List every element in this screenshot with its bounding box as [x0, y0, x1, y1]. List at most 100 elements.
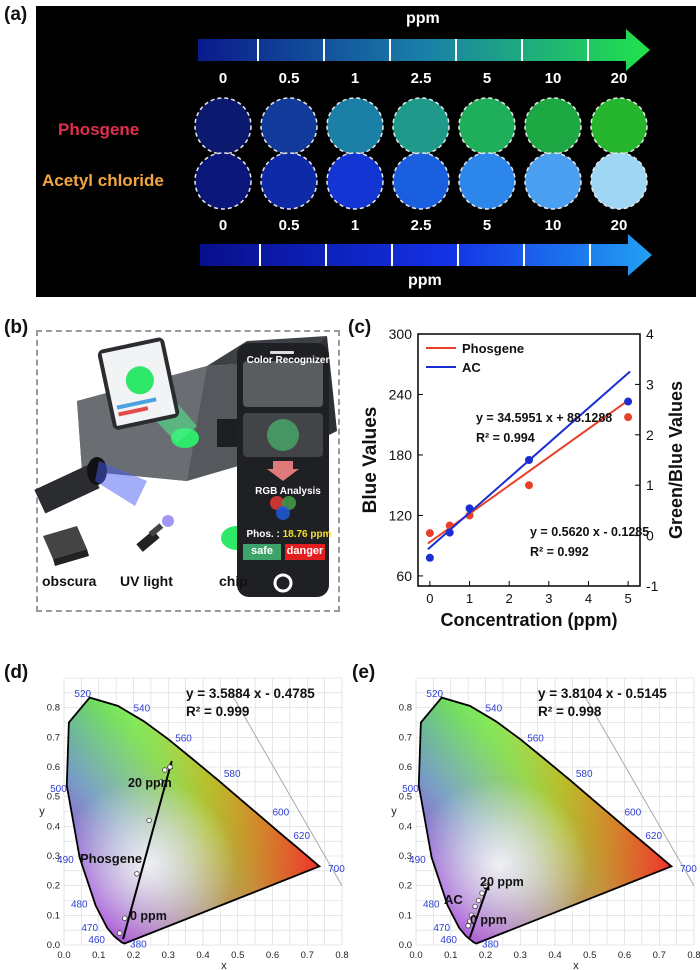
- concentration-label-top: 0.5: [278, 70, 300, 87]
- unit-label-bottom: ppm: [408, 272, 442, 289]
- y-right-tick-label: 0: [646, 528, 654, 544]
- y-tick-label: 0.5: [47, 792, 60, 803]
- sensor-spot-acetyl-chloride: [392, 152, 450, 210]
- y-left-tick-label: 180: [389, 447, 413, 463]
- fit-r2: R² = 0.998: [538, 704, 602, 719]
- fit-equation: y = 3.5884 x - 0.4785: [186, 686, 315, 701]
- phone-on-device: [97, 337, 180, 430]
- wavelength-label: 460: [440, 935, 457, 946]
- x-tick-label: 0: [426, 591, 433, 606]
- safe-button[interactable]: safe: [250, 545, 274, 557]
- wavelength-label: 580: [224, 769, 241, 780]
- chromaticity-point: [146, 817, 152, 824]
- panel-label-c: (c): [348, 317, 372, 338]
- cie-chart-phosgene: 0.0 0.1 0.2 0.3 0.4 0.5 0.6 0.7 0.8 0.0 0.1 0.2 0.3 0…: [39, 677, 349, 970]
- y-left-axis-label: Blue Values: [360, 407, 381, 514]
- row-label-phosgene: Phosgene: [58, 120, 140, 139]
- panel-label-e: (e): [352, 662, 376, 683]
- wavelength-label: 540: [134, 704, 151, 715]
- spectral-locus: [417, 696, 674, 945]
- wavelength-label: 490: [57, 855, 74, 866]
- y-left-tick-label: 120: [389, 507, 413, 523]
- diagonal-guide: [230, 692, 343, 886]
- x-tick-label: 0.8: [687, 950, 700, 961]
- y-right-tick-label: -1: [646, 578, 659, 594]
- x-axis-label: Concentration (ppm): [441, 610, 618, 630]
- fit-equation: y = 3.8104 x - 0.5145: [538, 686, 667, 701]
- y-tick-label: 0.3: [399, 851, 412, 862]
- x-tick-label: 0.8: [335, 950, 348, 961]
- phone-result-value: 18.76 ppm: [282, 529, 332, 540]
- y-right-tick-label: 3: [646, 376, 654, 392]
- sensor-spot-acetyl-chloride: [458, 152, 516, 210]
- y-left-tick-label: 240: [389, 386, 413, 402]
- sensor-spot-phosgene: [194, 97, 252, 155]
- wavelength-label: 460: [88, 935, 105, 946]
- wavelength-label: 480: [423, 899, 440, 910]
- x-tick-label: 0.0: [57, 950, 70, 961]
- x-tick-label: 0.4: [548, 950, 561, 961]
- panel-a-figure: [194, 29, 652, 276]
- spectral-locus: [65, 696, 322, 945]
- x-tick-label: 0.5: [231, 950, 244, 961]
- wavelength-label: 600: [625, 808, 642, 819]
- chromaticity-point: [162, 767, 168, 773]
- concentration-label-top: 20: [610, 70, 628, 87]
- x-tick-label: 0.6: [618, 950, 631, 961]
- x-tick-label: 0.1: [92, 950, 105, 961]
- y-tick-label: 0.1: [399, 910, 412, 921]
- concentration-label-bottom: 2.5: [410, 217, 432, 234]
- y-tick-label: 0.4: [47, 821, 60, 832]
- wavelength-label: 620: [293, 831, 310, 842]
- blue-values-chart: 0 1 2 3 4 5 60 120 180 240 300 -1 0 1 2 3 4 Concentration…: [360, 326, 686, 630]
- start-label: 0 ppm: [130, 909, 167, 923]
- y-tick-label: 0.0: [47, 940, 60, 951]
- y-tick-label: 0.1: [47, 910, 60, 921]
- x-tick-label: 0.2: [127, 950, 140, 961]
- phone-rgb-analysis: RGB Analysis: [255, 486, 321, 497]
- x-tick-label: 0.3: [162, 950, 175, 961]
- wavelength-label: 700: [680, 864, 697, 875]
- row-label-acetyl-chloride: Acetyl chloride: [42, 171, 164, 190]
- x-tick-label: 0.1: [444, 950, 457, 961]
- series-name-label: AC: [444, 892, 463, 907]
- concentration-label-top: 1: [350, 70, 360, 87]
- danger-button[interactable]: danger: [286, 545, 324, 557]
- data-point-ac: [445, 528, 454, 537]
- concentration-label-top: 5: [482, 70, 492, 87]
- end-label: 20 ppm: [128, 776, 172, 790]
- y-left-tick-label: 60: [396, 568, 412, 584]
- sensor-spot-phosgene: [392, 97, 450, 155]
- sensor-spot-acetyl-chloride: [260, 152, 318, 210]
- sensor-spot-acetyl-chloride: [524, 152, 582, 210]
- x-tick-label: 5: [624, 591, 631, 606]
- y-right-tick-label: 1: [646, 477, 654, 493]
- concentration-label-bottom: 10: [544, 217, 562, 234]
- cie-chart-ac: 0.0 0.1 0.2 0.3 0.4 0.5 0.6 0.7 0.8 0.0 0.1 0.2 0.3 0…: [391, 677, 700, 970]
- y-right-tick-label: 2: [646, 427, 654, 443]
- sensor-spot-phosgene: [458, 97, 516, 155]
- y-tick-label: 0.7: [399, 732, 412, 743]
- y-tick-label: 0.5: [399, 792, 412, 803]
- series-name-label: Phosgene: [80, 851, 142, 866]
- device-illustration: [34, 336, 337, 597]
- y-tick-label: 0.0: [399, 940, 412, 951]
- sensor-spot-acetyl-chloride: [326, 152, 384, 210]
- chromaticity-point: [122, 915, 128, 921]
- y-tick-label: 0.6: [399, 762, 412, 773]
- end-label: 20 ppm: [480, 875, 524, 889]
- gradient-arrow-bottom: [200, 234, 652, 276]
- item-label-chip: chip: [219, 573, 248, 589]
- wavelength-label: 380: [130, 940, 147, 951]
- panel-label-a: (a): [4, 4, 28, 25]
- y-tick-label: 0.8: [47, 703, 60, 714]
- data-point-ac: [425, 553, 434, 562]
- chromaticity-point: [158, 779, 164, 785]
- cie-gamut-white-overlay: [418, 697, 672, 944]
- x-axis-label: x: [221, 960, 227, 970]
- chromaticity-point: [468, 912, 475, 919]
- wavelength-label: 490: [409, 855, 426, 866]
- cie-gamut-white-overlay: [66, 697, 320, 944]
- x-tick-label: 4: [585, 591, 592, 606]
- concentration-label-bottom: 20: [610, 217, 628, 234]
